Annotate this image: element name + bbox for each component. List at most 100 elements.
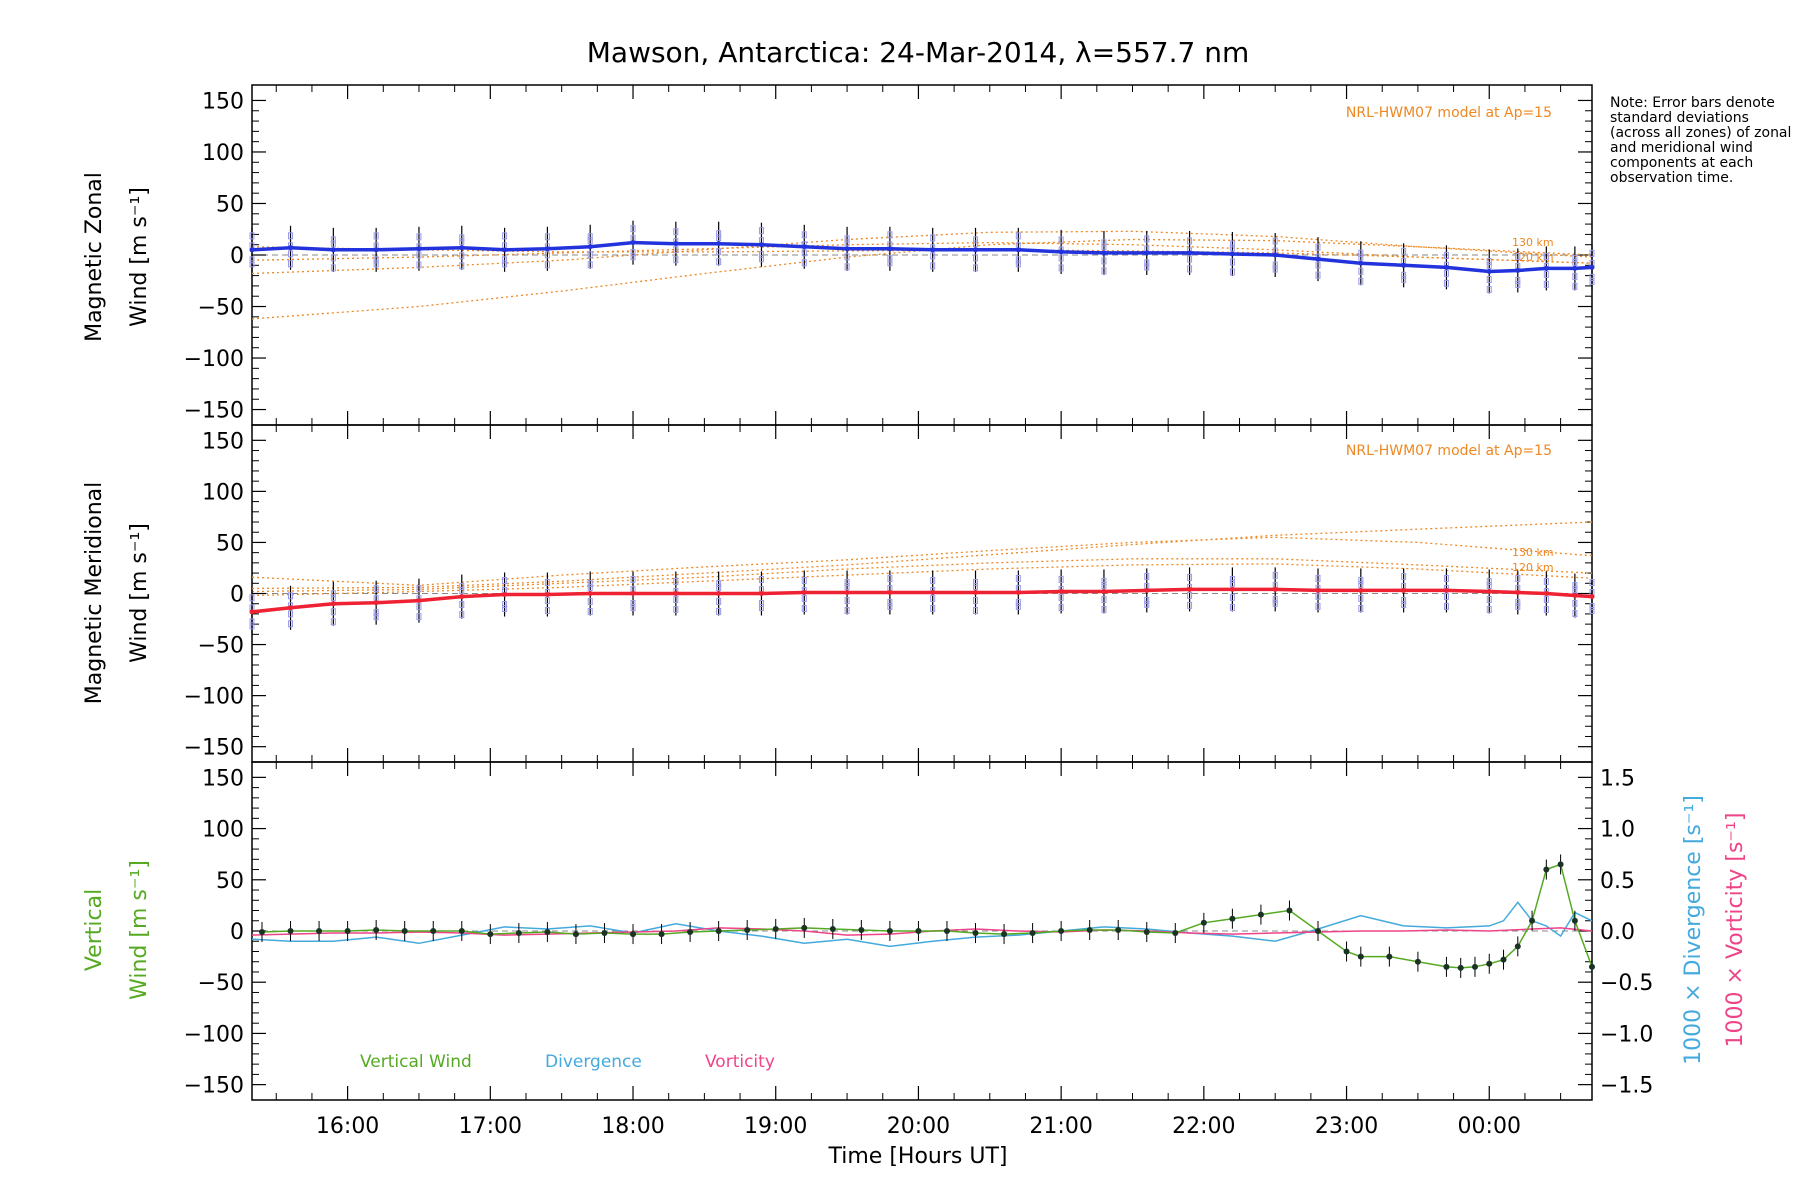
meridional-zone-point — [1315, 602, 1321, 610]
meridional-zone-point — [887, 574, 893, 582]
meridional-wind-point — [1515, 589, 1521, 595]
meridional-zone-point — [716, 584, 722, 591]
meridional-ytick-label: −150 — [184, 736, 244, 761]
zonal-wind-line — [251, 240, 1593, 274]
zonal-zone-point — [973, 254, 979, 262]
meridional-zone-point — [373, 613, 379, 621]
zonal-zone-point — [1401, 271, 1407, 279]
meridional-zone-point — [887, 598, 893, 606]
vertical-wind-point — [1058, 928, 1065, 934]
zonal-wind-point — [1589, 264, 1595, 270]
zonal-zone-point — [373, 232, 379, 240]
zonal-zone-point — [930, 234, 936, 242]
meridional-wind-point — [801, 589, 807, 595]
zonal-zone-point — [502, 260, 508, 268]
zonal-wind-point — [1515, 267, 1521, 273]
meridional-zone-point — [1486, 605, 1492, 613]
zonal-zone-point — [1358, 277, 1364, 285]
zonal-wind-point — [1443, 264, 1449, 270]
zonal-zone-point — [1315, 243, 1321, 251]
meridional-zone-point — [1515, 574, 1521, 582]
meridional-zone-point — [673, 596, 679, 603]
meridional-zone-point — [1315, 574, 1321, 582]
meridional-wind-point — [973, 589, 979, 595]
zonal-zone-point — [1589, 249, 1595, 257]
zonal-zone-point — [587, 233, 593, 241]
meridional-zone-point — [1443, 592, 1449, 600]
vertical-wind-point — [772, 925, 779, 932]
meridional-zone-point — [1486, 581, 1492, 589]
meridional-zone-point — [1187, 601, 1193, 609]
vertical-wind-point — [1514, 943, 1521, 950]
zonal-zone-point — [716, 234, 722, 242]
vertical-wind-point — [1500, 956, 1507, 963]
meridional-ytick-label: −100 — [184, 685, 244, 710]
x-axis-label: Time [Hours UT] — [828, 1144, 1008, 1169]
xtick-label: 22:00 — [1172, 1114, 1235, 1139]
vertical-wind-point — [258, 929, 265, 936]
zonal-wind-point — [844, 246, 850, 252]
meridional-wind-point — [1443, 587, 1449, 593]
zonal-zone-point — [673, 256, 679, 264]
zonal-zone-point — [1144, 263, 1150, 271]
meridional-zone-point — [1144, 572, 1150, 580]
legend-divergence: Divergence — [545, 1052, 642, 1072]
zonal-zone-point — [587, 261, 593, 269]
meridional-zone-point — [1543, 606, 1549, 613]
zonal-zone-point — [1144, 259, 1150, 267]
vertical-wind-point — [544, 929, 551, 936]
zonal-zone-point — [1401, 247, 1407, 255]
vertical-wind-point — [715, 928, 722, 934]
vertical-wind-point — [1200, 919, 1207, 926]
vertical-wind-point — [1143, 929, 1150, 936]
zonal-zone-point — [630, 249, 636, 257]
zonal-zone-point — [249, 232, 255, 240]
zonal-zone-point — [1486, 261, 1492, 269]
meridional-zone-point — [459, 587, 465, 595]
meridional-zone-point — [1358, 594, 1364, 602]
zonal-wind-point — [587, 244, 593, 250]
zonal-zone-point — [1572, 258, 1578, 266]
zonal-wind-point — [1229, 251, 1235, 257]
zonal-zone-point — [844, 263, 850, 271]
zonal-zone-point — [1229, 240, 1235, 248]
zonal-ytick-label: −100 — [184, 347, 244, 372]
meridional-zone-point — [758, 604, 764, 611]
meridional-zone-point — [1543, 578, 1549, 585]
meridional-zone-point — [1272, 571, 1278, 579]
meridional-zone-point — [1058, 575, 1064, 583]
vertical-ytick-label: −100 — [184, 1022, 244, 1047]
zonal-zone-point — [416, 251, 422, 259]
vertical-wind-point — [1443, 963, 1450, 970]
vertical-wind-point — [1315, 928, 1322, 934]
legend-vertical-wind: Vertical Wind — [360, 1052, 472, 1072]
vertical-wind-point — [344, 928, 351, 934]
zonal-zone-point — [1443, 279, 1449, 287]
meridional-wind-point — [1187, 586, 1193, 592]
zonal-ylabel-line1: Magnetic Zonal — [82, 172, 107, 342]
legend-vorticity: Vorticity — [705, 1052, 775, 1072]
vertical-ytick-label: −150 — [184, 1074, 244, 1099]
meridional-zone-point — [1572, 610, 1578, 618]
vertical-ytick-label: 0 — [230, 920, 244, 945]
zonal-wind-point — [373, 247, 379, 253]
meridional-wind-point — [1058, 588, 1064, 594]
vertical-wind-point — [1457, 964, 1464, 971]
zonal-zone-point — [801, 231, 807, 239]
y2tick-label: 0.0 — [1600, 920, 1635, 945]
meridional-zone-point — [1486, 577, 1492, 585]
vertical-wind-point — [829, 925, 836, 932]
zonal-zone-point — [587, 251, 593, 259]
vertical-wind-point — [658, 931, 665, 938]
meridional-zone-point — [288, 592, 294, 600]
zonal-zone-point — [587, 237, 593, 245]
meridional-zone-point — [673, 606, 679, 613]
zonal-zone-point — [1486, 275, 1492, 283]
vertical-ylabel-line2: Wind [m s⁻¹] — [127, 860, 152, 1000]
zonal-ytick-label: −50 — [198, 296, 244, 321]
y2tick-label: 1.5 — [1600, 766, 1635, 791]
meridional-zone-point — [1058, 593, 1064, 601]
zonal-zone-point — [1515, 280, 1521, 288]
xtick-label: 00:00 — [1458, 1114, 1521, 1139]
zonal-wind-point — [1272, 252, 1278, 258]
